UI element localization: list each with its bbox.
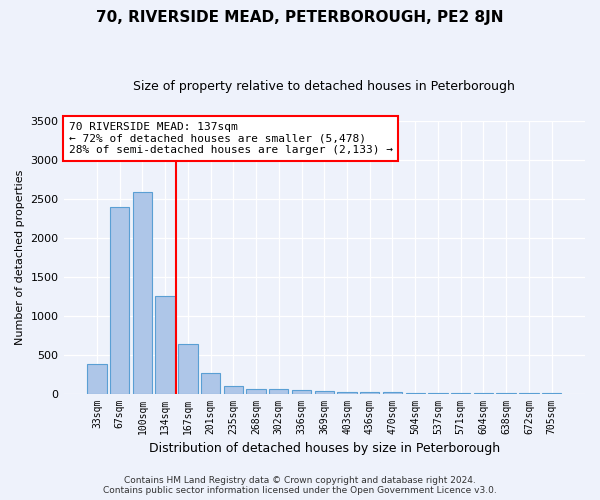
- Bar: [383, 392, 402, 394]
- Text: 70, RIVERSIDE MEAD, PETERBOROUGH, PE2 8JN: 70, RIVERSIDE MEAD, PETERBOROUGH, PE2 8J…: [96, 10, 504, 25]
- Bar: [428, 393, 448, 394]
- Text: Contains HM Land Registry data © Crown copyright and database right 2024.
Contai: Contains HM Land Registry data © Crown c…: [103, 476, 497, 495]
- Bar: [337, 392, 356, 394]
- Bar: [292, 390, 311, 394]
- Bar: [155, 296, 175, 394]
- Bar: [406, 392, 425, 394]
- Bar: [87, 364, 107, 394]
- X-axis label: Distribution of detached houses by size in Peterborough: Distribution of detached houses by size …: [149, 442, 500, 455]
- Title: Size of property relative to detached houses in Peterborough: Size of property relative to detached ho…: [133, 80, 515, 93]
- Text: 70 RIVERSIDE MEAD: 137sqm
← 72% of detached houses are smaller (5,478)
28% of se: 70 RIVERSIDE MEAD: 137sqm ← 72% of detac…: [69, 122, 393, 155]
- Bar: [360, 392, 379, 394]
- Bar: [224, 386, 243, 394]
- Bar: [247, 389, 266, 394]
- Y-axis label: Number of detached properties: Number of detached properties: [15, 170, 25, 344]
- Bar: [110, 207, 130, 394]
- Bar: [201, 374, 220, 394]
- Bar: [178, 344, 197, 394]
- Bar: [314, 391, 334, 394]
- Bar: [451, 393, 470, 394]
- Bar: [269, 390, 289, 394]
- Bar: [133, 192, 152, 394]
